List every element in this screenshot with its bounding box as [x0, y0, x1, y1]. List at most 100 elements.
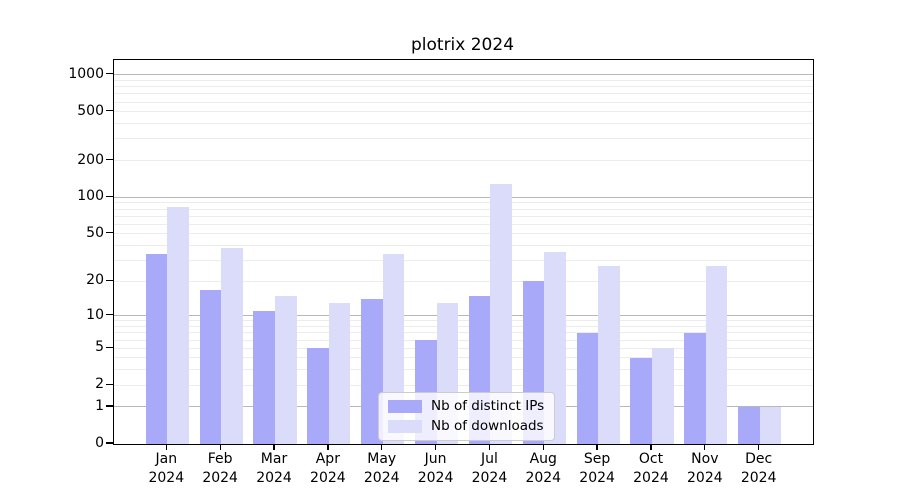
bar-distinct-ips-dec [738, 406, 760, 444]
y-tick-label-100: 100 [77, 188, 104, 205]
bar-distinct-ips-nov [684, 332, 706, 444]
y-tick-50 [106, 232, 113, 234]
x-label-year: 2024 [579, 470, 615, 486]
bar-downloads-jan [167, 207, 189, 444]
x-tick-label-sep: Sep 2024 [565, 450, 629, 488]
x-tick-label-jun: Jun 2024 [404, 450, 468, 488]
gridline-minor-30 [114, 259, 813, 261]
y-tick-5 [106, 346, 113, 348]
gridline-minor-40 [114, 245, 813, 247]
x-label-year: 2024 [363, 470, 400, 486]
x-tick-label-jan: Jan 2024 [134, 450, 198, 488]
y-tick-label-200: 200 [77, 151, 104, 168]
gridline-minor-70 [114, 215, 813, 217]
y-tick-label-0: 0 [95, 435, 104, 451]
x-label-year: 2024 [740, 470, 777, 486]
x-tick-may [381, 444, 383, 450]
plot-area [113, 59, 814, 445]
gridline-minor-4 [114, 357, 813, 359]
x-tick-oct [650, 444, 652, 450]
gridline-minor-500 [114, 111, 813, 113]
legend-swatch-downloads [388, 419, 422, 433]
gridline-minor-90 [114, 202, 813, 204]
y-tick-label-10: 10 [86, 306, 104, 323]
x-label-year: 2024 [256, 470, 292, 486]
x-label-month: Jun [424, 451, 447, 467]
bar-downloads-feb [221, 248, 243, 444]
x-tick-label-aug: Aug 2024 [511, 450, 575, 488]
x-tick-feb [219, 444, 221, 450]
x-label-year: 2024 [633, 470, 669, 486]
x-tick-apr [327, 444, 329, 450]
y-tick-500 [106, 110, 113, 112]
gridline-minor-900 [114, 79, 813, 81]
legend-item-downloads: Nb of downloads [388, 418, 544, 434]
x-label-month: Mar [260, 451, 288, 467]
gridline-minor-700 [114, 93, 813, 95]
x-tick-jul [488, 444, 491, 450]
x-label-year: 2024 [202, 470, 238, 486]
x-label-year: 2024 [148, 470, 185, 486]
legend-swatch-distinct-ips [388, 399, 422, 413]
bar-downloads-sep [598, 265, 620, 444]
y-tick-1000 [106, 73, 113, 75]
bar-distinct-ips-jan [145, 253, 168, 444]
y-tick-label-20: 20 [86, 272, 104, 289]
bar-distinct-ips-feb [199, 289, 222, 444]
gridline-major-100 [114, 196, 813, 198]
x-tick-label-may: May 2024 [350, 450, 414, 488]
bar-distinct-ips-oct [630, 357, 652, 444]
gridline-major-10 [114, 315, 813, 317]
x-label-year: 2024 [310, 470, 346, 486]
x-label-month: Dec [745, 451, 773, 467]
x-tick-dec [758, 444, 760, 450]
x-tick-label-nov: Nov 2024 [673, 450, 737, 488]
x-tick-nov [704, 444, 706, 450]
y-tick-label-500: 500 [77, 102, 104, 119]
x-tick-aug [542, 444, 544, 450]
y-tick-label-1000: 1000 [68, 65, 104, 82]
gridline-minor-9 [114, 320, 813, 322]
y-tick-20 [106, 279, 113, 281]
x-label-year: 2024 [417, 470, 454, 486]
bar-distinct-ips-apr [307, 348, 329, 444]
y-tick-100 [106, 195, 113, 197]
bar-distinct-ips-mar [253, 311, 275, 444]
gridline-minor-6 [114, 339, 813, 341]
bar-downloads-jul [490, 183, 512, 444]
bar-downloads-apr [328, 302, 351, 444]
bar-downloads-oct [651, 348, 674, 444]
gridline-minor-80 [114, 208, 813, 210]
y-tick-label-50: 50 [86, 224, 104, 241]
y-tick-label-5: 5 [95, 339, 104, 356]
x-tick-label-jul: Jul 2024 [457, 450, 521, 488]
x-label-month: Jan [155, 451, 178, 467]
gridline-minor-5 [114, 347, 813, 349]
x-label-month: Sep [583, 451, 611, 467]
x-label-month: May [367, 451, 397, 467]
bar-distinct-ips-sep [576, 332, 599, 444]
x-label-year: 2024 [471, 470, 508, 486]
x-tick-label-oct: Oct 2024 [619, 450, 683, 488]
x-tick-label-apr: Apr 2024 [296, 450, 360, 488]
legend-label-downloads: Nb of downloads [431, 418, 544, 434]
gridline-minor-2 [114, 384, 813, 386]
bar-distinct-ips-may [361, 299, 383, 444]
x-label-month: Oct [638, 451, 664, 467]
y-tick-0 [106, 442, 113, 444]
y-tick-1 [106, 405, 113, 407]
gridline-major-1000 [114, 74, 813, 76]
gridline-minor-20 [114, 280, 813, 282]
gridline-minor-200 [114, 160, 813, 162]
x-label-month: Apr [315, 451, 340, 467]
bar-downloads-nov [705, 265, 728, 444]
x-label-month: Nov [691, 451, 719, 467]
gridline-minor-300 [114, 138, 813, 140]
gridline-minor-400 [114, 123, 813, 125]
gridline-minor-8 [114, 326, 813, 328]
gridline-minor-600 [114, 101, 813, 103]
gridline-minor-800 [114, 86, 813, 88]
x-tick-mar [273, 444, 275, 450]
y-tick-10 [106, 314, 113, 316]
